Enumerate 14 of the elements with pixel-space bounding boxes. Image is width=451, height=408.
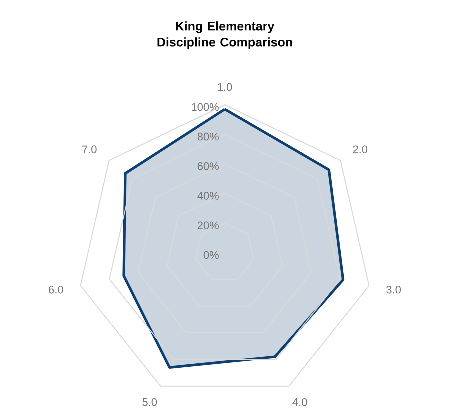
y-tick-label: 80% [198, 132, 219, 141]
y-tick-label: 0% [204, 251, 219, 260]
spoke-label: 7.0 [82, 146, 97, 154]
y-tick-label: 40% [198, 192, 219, 200]
y-tick-label: 60% [198, 162, 219, 170]
y-tick-label: 100% [192, 103, 219, 112]
spoke-label: 1.0 [218, 83, 232, 92]
spoke-label: 6.0 [49, 286, 64, 294]
spoke-label: 3.0 [386, 286, 402, 294]
chart-title: King Elementary Discipline Comparison [158, 22, 292, 50]
y-tick-label: 20% [198, 222, 219, 230]
spoke-label: 2.0 [353, 146, 368, 154]
spoke-label: 5.0 [142, 398, 158, 406]
spoke-label: 4.0 [292, 398, 308, 406]
